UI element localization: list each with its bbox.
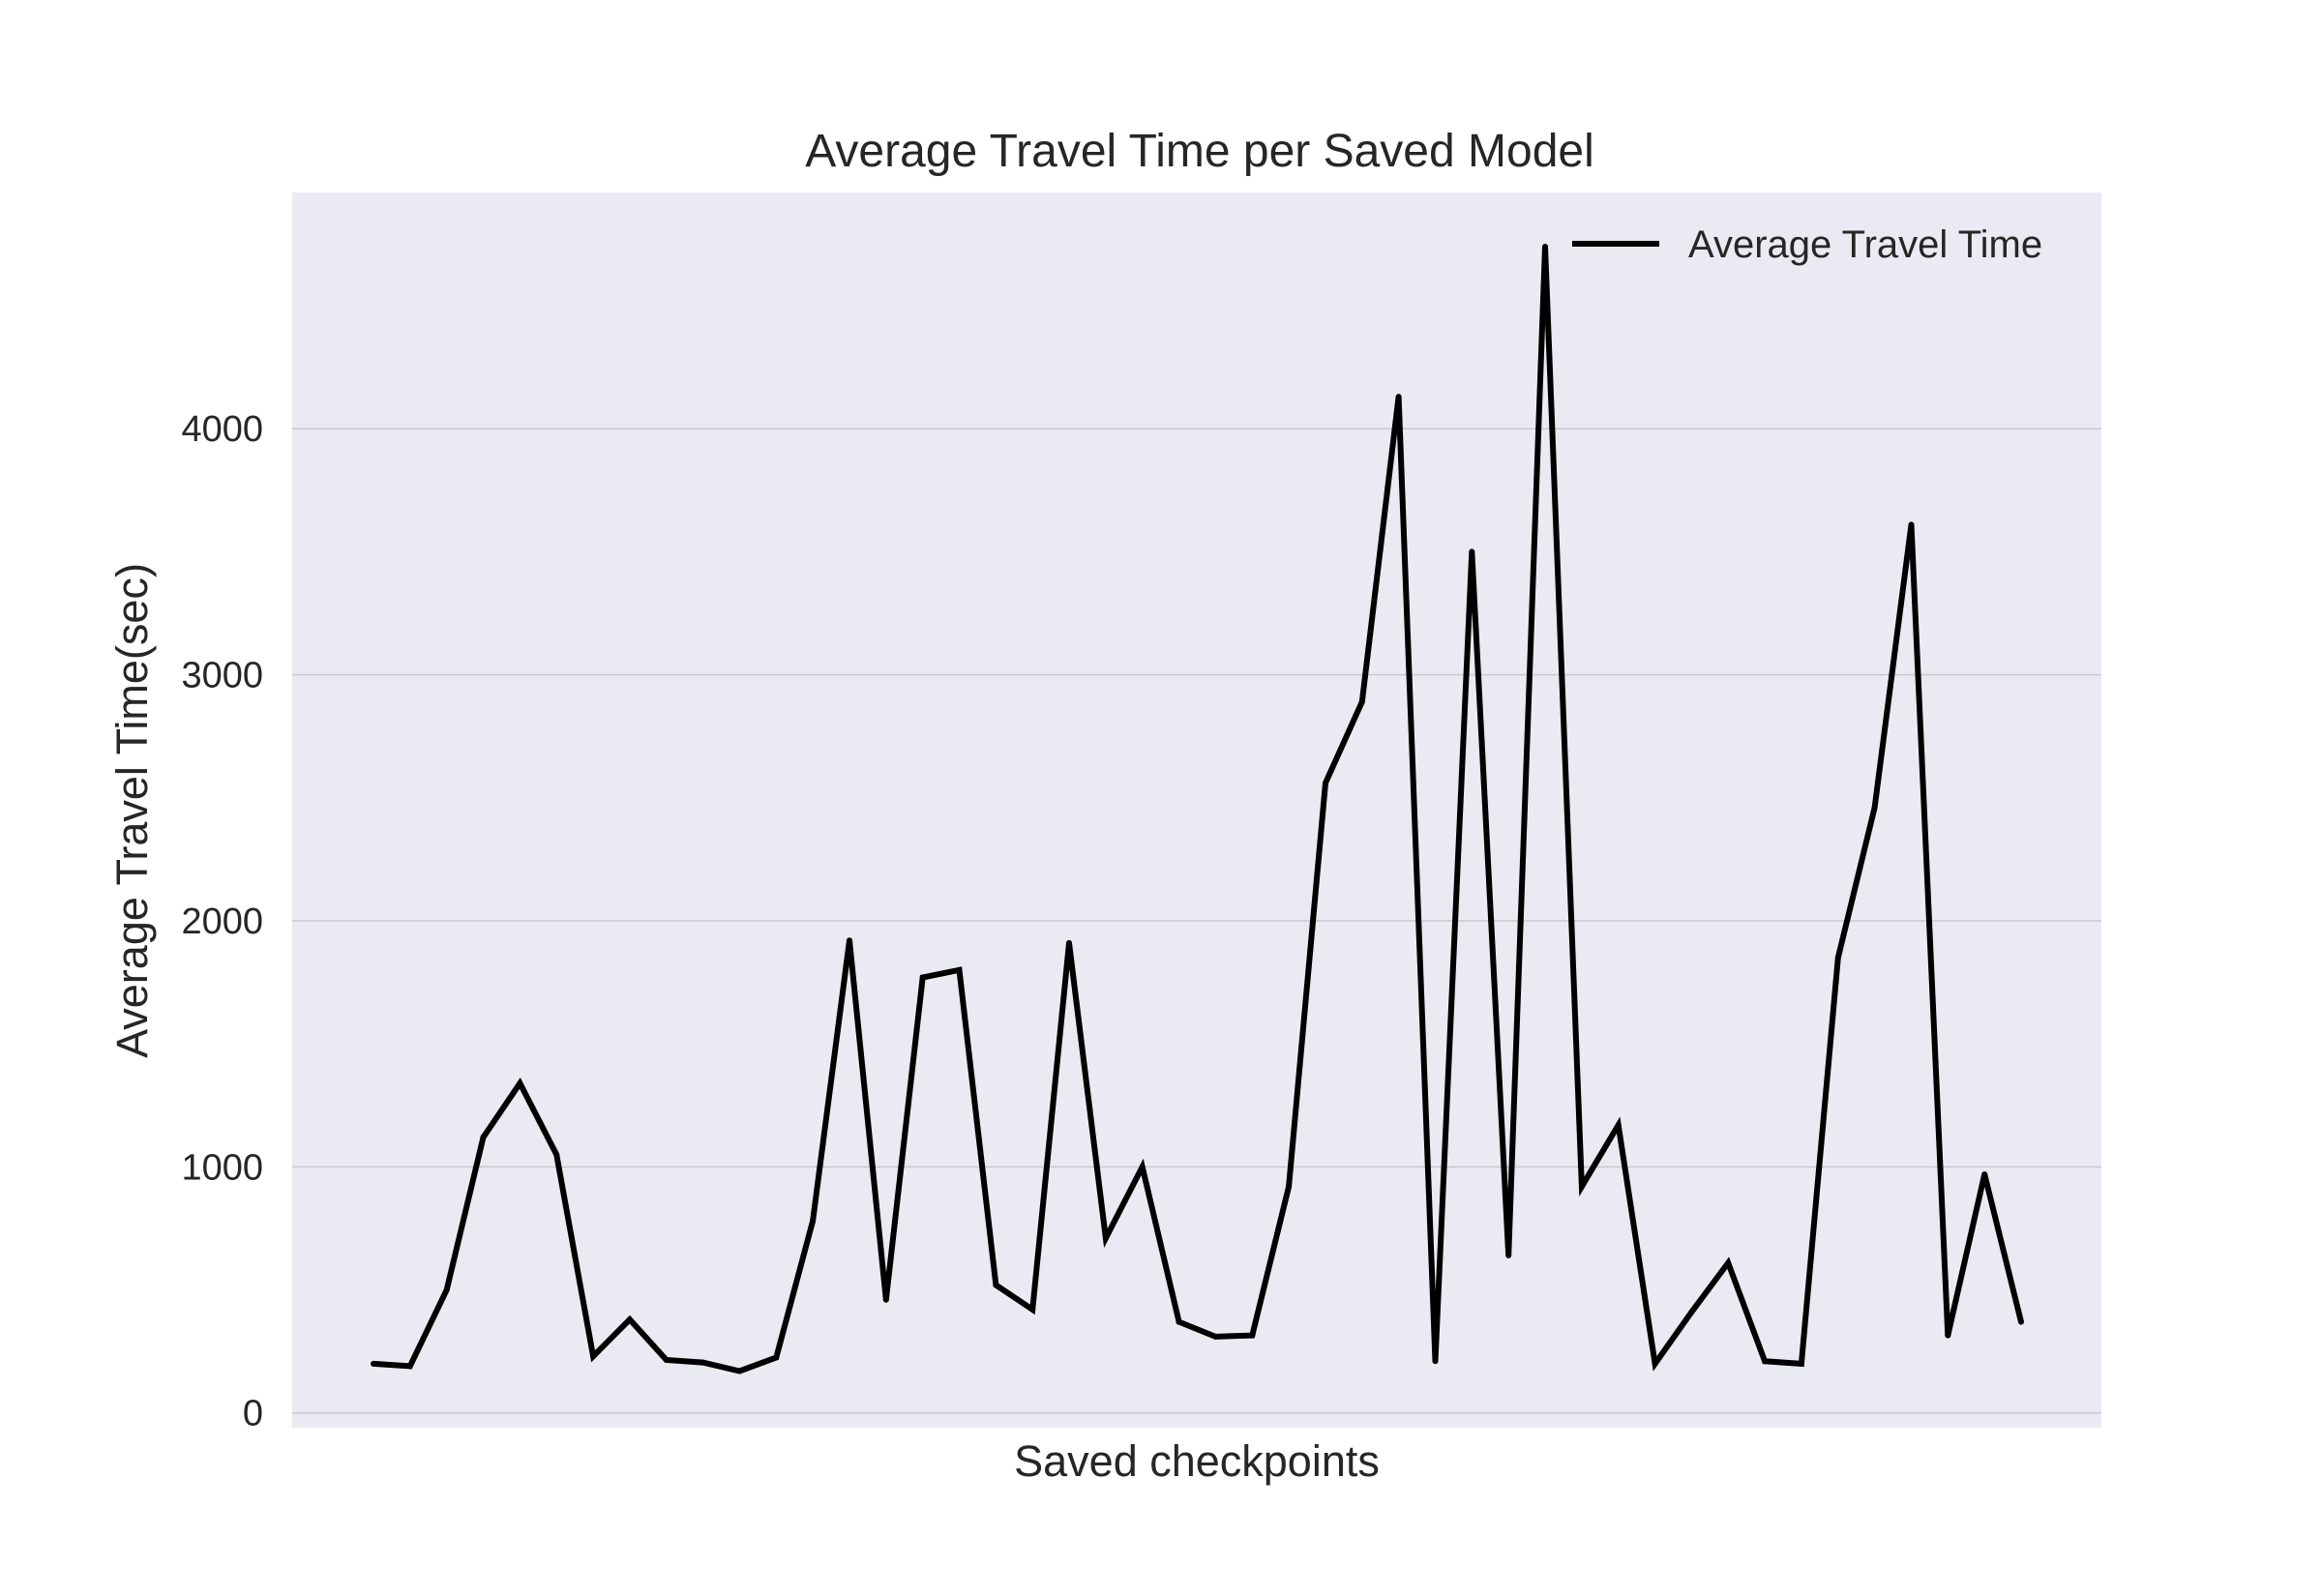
data-point [1578,1183,1585,1190]
data-point [1981,1171,1988,1177]
data-point [663,1357,670,1363]
y-tick-label: 3000 [181,656,263,696]
data-point [882,1296,889,1303]
data-point [1249,1332,1256,1339]
data-point [1615,1122,1622,1129]
data-point [810,1218,817,1225]
data-point [700,1359,706,1366]
data-point [480,1134,487,1140]
y-tick-label: 2000 [181,901,263,942]
data-point [1139,1164,1146,1170]
y-tick-label: 4000 [181,409,263,450]
data-point [1688,1309,1695,1315]
data-point [847,937,852,944]
data-point [1505,1252,1512,1258]
data-point [919,974,926,981]
data-point [517,1079,523,1086]
y-tick-label: 0 [243,1394,263,1434]
data-point [1432,1358,1439,1365]
data-point [1762,1358,1769,1365]
data-point [2018,1318,2024,1325]
y-axis-label: Average Travel Time(sec) [107,563,157,1058]
data-point [1212,1333,1219,1340]
data-point [1945,1332,1951,1339]
data-point [1871,805,1878,811]
data-point [1542,244,1548,250]
legend: Average Travel Time [1572,223,2042,266]
legend-label: Average Travel Time [1688,223,2042,266]
data-point [626,1316,633,1323]
data-point [1029,1306,1036,1313]
data-point [1834,955,1841,961]
data-point [1469,548,1475,555]
data-point [443,1286,450,1293]
data-point [1725,1259,1732,1266]
data-point [736,1368,743,1374]
data-point [553,1151,560,1158]
grid-lines [292,428,2101,1414]
y-tick-label: 1000 [181,1147,263,1188]
data-point [956,966,963,973]
data-point [773,1354,780,1361]
data-point [1176,1318,1182,1325]
data-points [371,244,2024,1374]
data-point [1908,521,1915,528]
data-point [1652,1360,1658,1367]
data-point [590,1353,597,1360]
data-point [1102,1235,1109,1242]
data-point [1358,698,1365,705]
series-line-average-travel-time [372,246,2024,1374]
data-point [1323,780,1328,786]
data-point [1066,939,1072,946]
y-tick-labels: 0 1000 2000 3000 4000 [181,409,263,1434]
x-axis-label: Saved checkpoints [1014,1436,1380,1486]
data-point [1798,1360,1804,1367]
data-point [1286,1183,1293,1190]
chart-title: Average Travel Time per Saved Model [805,126,1594,177]
data-point [993,1282,999,1288]
data-point [1395,394,1402,400]
plot-area [292,192,2101,1428]
data-point [406,1363,413,1370]
data-point [371,1360,376,1367]
